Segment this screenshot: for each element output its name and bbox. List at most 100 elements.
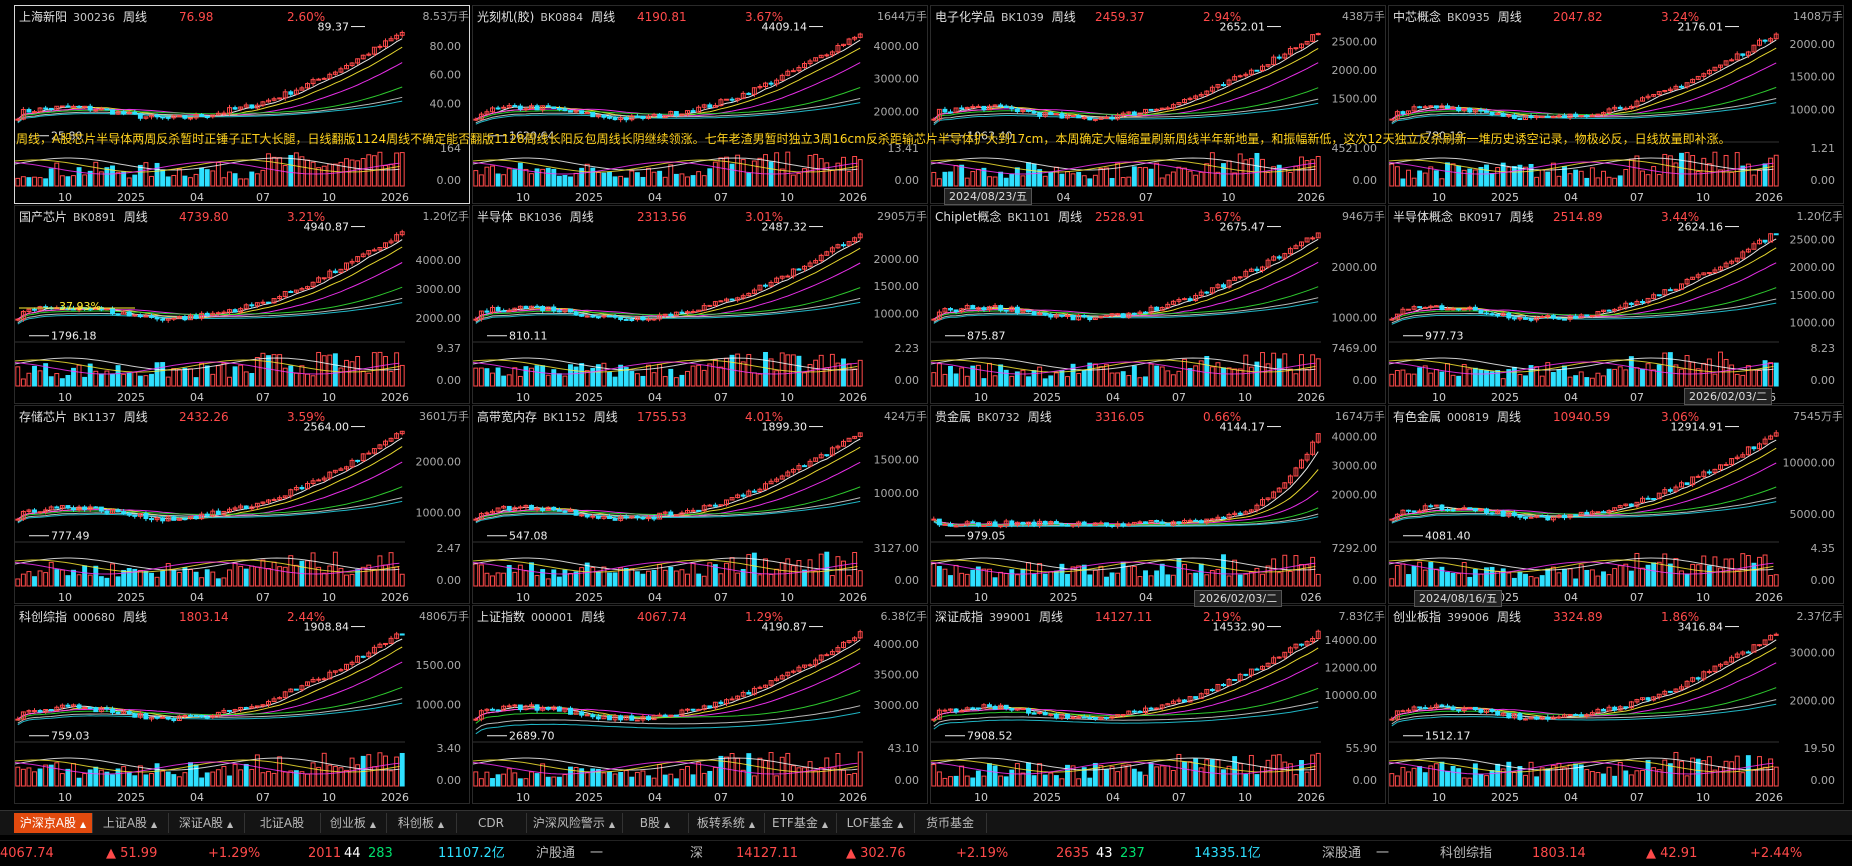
- market-tab[interactable]: 科创板 ▲: [386, 813, 457, 833]
- kline-chart[interactable]: 4000.003000.002000.004144.17979.057292.0…: [931, 406, 1386, 604]
- volume-bar: [1137, 576, 1143, 587]
- volume-bar: [735, 572, 741, 587]
- volume-ma-line: [1389, 757, 1774, 771]
- volume-bar: [254, 356, 260, 387]
- price-axis-label: 2000.00: [1332, 64, 1378, 77]
- candle-body: [1276, 656, 1282, 659]
- volume-bar: [857, 159, 863, 187]
- candle-body: [1679, 85, 1684, 88]
- volume-bar: [718, 573, 724, 587]
- volume-bar: [763, 154, 768, 187]
- volume-bar: [1640, 368, 1645, 387]
- candle-body: [383, 40, 388, 47]
- candle-body: [115, 313, 121, 316]
- candle-body: [1282, 53, 1288, 59]
- volume-bar: [165, 771, 171, 787]
- volume-bar: [1143, 167, 1148, 187]
- volume-bar: [679, 768, 685, 787]
- volume-bar: [332, 163, 338, 187]
- volume-bar: [399, 364, 405, 387]
- market-tab[interactable]: CDR: [456, 813, 527, 833]
- volume-bar: [1545, 362, 1551, 387]
- chart-panel[interactable]: 深证成指 399001 周线 14127.11 2.19% 7.83亿手 14000.00 1…: [930, 605, 1386, 804]
- volume-bar: [1221, 163, 1226, 187]
- kline-chart[interactable]: 2000.001500.001000.002487.32810.112.230.…: [473, 206, 928, 404]
- candle-body: [1406, 110, 1411, 115]
- chart-panel[interactable]: 科创综指 000680 周线 1803.14 2.44% 4806万手 1500.00 100…: [14, 605, 470, 804]
- volume-bar: [1406, 373, 1411, 387]
- chart-panel[interactable]: 有色金属 000819 周线 10940.59 3.06% 7545万手 10000.00 5…: [1388, 405, 1844, 604]
- market-tab[interactable]: 深证A股 ▲: [168, 813, 245, 833]
- chart-panel[interactable]: 电子化学品 BK1039 周线 2459.37 2.94% 438万手 2500.00 200…: [930, 5, 1386, 204]
- volume-bar: [629, 568, 635, 587]
- market-tab[interactable]: 沪深风险警示 ▲: [526, 813, 623, 833]
- candle-body: [1556, 716, 1562, 719]
- market-tab[interactable]: 货币基金: [914, 813, 987, 833]
- candle-body: [243, 304, 249, 310]
- candle-body: [1422, 306, 1428, 309]
- chart-panel[interactable]: 上海新阳 300236 周线 76.98 2.60% 8.53万手 80.00 60.00 40…: [14, 5, 470, 204]
- chart-panel[interactable]: 高带宽内存 BK1152 周线 1755.53 4.01% 424万手 1500.00 100…: [472, 405, 928, 604]
- candle-body: [182, 316, 188, 321]
- kline-chart[interactable]: 10000.005000.0012914.914081.404.350.0010…: [1389, 406, 1844, 604]
- panel-header: 电子化学品 BK1039 周线 2459.37 2.94%: [935, 9, 1241, 25]
- volume-bar: [1232, 172, 1238, 187]
- chart-panel[interactable]: 存储芯片 BK1137 周线 2432.26 3.59% 3601万手 2000.00 100…: [14, 405, 470, 604]
- market-tab[interactable]: 板转系统 ▲: [688, 813, 765, 833]
- market-tab[interactable]: 上证A股 ▲: [92, 813, 169, 833]
- candle-body: [43, 509, 49, 513]
- volume-bar: [1528, 761, 1534, 787]
- chart-panel[interactable]: 创业板指 399006 周线 3324.89 1.86% 2.37亿手 3000.00 200…: [1388, 605, 1844, 804]
- volume-bar: [360, 370, 366, 387]
- volume-bar: [512, 772, 518, 787]
- high-marker: 14532.90: [1213, 621, 1266, 634]
- sgt-label[interactable]: 深股通: [1322, 846, 1362, 861]
- market-tab[interactable]: 沪深京A股 ▲: [14, 813, 93, 833]
- market-tab[interactable]: ETF基金 ▲: [764, 813, 837, 833]
- volume-bar: [1031, 163, 1037, 187]
- volume-bar: [1282, 761, 1288, 787]
- chart-panel[interactable]: 光刻机(胶) BK0884 周线 4190.81 3.67% 1644万手 4000.00 3…: [472, 5, 928, 204]
- volume-bar: [1394, 565, 1400, 587]
- kline-chart[interactable]: 14000.0012000.0010000.0014532.907908.525…: [931, 606, 1386, 804]
- market-tab[interactable]: B股 ▲: [622, 813, 689, 833]
- market-tab[interactable]: 创业板 ▲: [320, 813, 387, 833]
- kline-chart[interactable]: 2500.002000.001500.002652.011063.404521.…: [931, 6, 1386, 204]
- market-tab[interactable]: 北证A股: [244, 813, 321, 833]
- kline-chart[interactable]: 1500.001000.001899.30547.083127.000.0010…: [473, 406, 928, 604]
- candle-body: [618, 316, 624, 320]
- market-tab[interactable]: LOF基金 ▲: [836, 813, 915, 833]
- candle-body: [149, 315, 154, 318]
- candle-body: [685, 110, 690, 115]
- hgt-label[interactable]: 沪股通: [536, 846, 576, 861]
- kline-chart[interactable]: 4000.003500.003000.004190.872689.7043.10…: [473, 606, 928, 804]
- kline-chart[interactable]: 2000.001000.002675.47875.877469.000.0010…: [931, 206, 1386, 404]
- candle-body: [1115, 114, 1121, 120]
- chart-panel[interactable]: 上证指数 000001 周线 4067.74 1.29% 6.38亿手 4000.00 350…: [472, 605, 928, 804]
- candle-body: [1712, 468, 1718, 473]
- chart-panel[interactable]: Chiplet概念 BK1101 周线 2528.91 3.67% 946万手 2000.0…: [930, 205, 1386, 404]
- kline-chart[interactable]: 4000.003000.002000.004409.141620.6413.41…: [473, 6, 928, 204]
- chart-panel[interactable]: 贵金属 BK0732 周线 3316.05 0.66% 1674万手 4000.00 3000…: [930, 405, 1386, 604]
- chart-panel[interactable]: 半导体概念 BK0917 周线 2514.89 3.44% 1.20亿手 2500.00 20…: [1388, 205, 1844, 404]
- sh-index-value: 4067.74: [0, 846, 54, 861]
- candle-body: [534, 704, 540, 711]
- kline-chart[interactable]: 4000.003000.002000.004940.871796.1837.93…: [15, 206, 470, 404]
- last-price: 4739.80: [179, 210, 229, 224]
- volume-bar: [1534, 577, 1540, 587]
- chart-panel[interactable]: 半导体 BK1036 周线 2313.56 3.01% 2905万手 2000.00 1500…: [472, 205, 928, 404]
- candle-body: [1528, 115, 1534, 119]
- volume-bar: [1461, 169, 1467, 187]
- last-price: 76.98: [179, 10, 214, 24]
- kline-chart[interactable]: 2000.001500.001000.002176.01780.191.210.…: [1389, 6, 1844, 204]
- candle-body: [1511, 317, 1517, 320]
- kline-chart[interactable]: 2500.002000.001500.001000.002624.16977.7…: [1389, 206, 1844, 404]
- chart-panel[interactable]: 国产芯片 BK0891 周线 4739.80 3.21% 1.20亿手 4000.00 300…: [14, 205, 470, 404]
- chart-panel[interactable]: 中芯概念 BK0935 周线 2047.82 3.24% 1408万手 2000.00 150…: [1388, 5, 1844, 204]
- candle-body: [199, 114, 205, 118]
- candle-body: [785, 671, 791, 677]
